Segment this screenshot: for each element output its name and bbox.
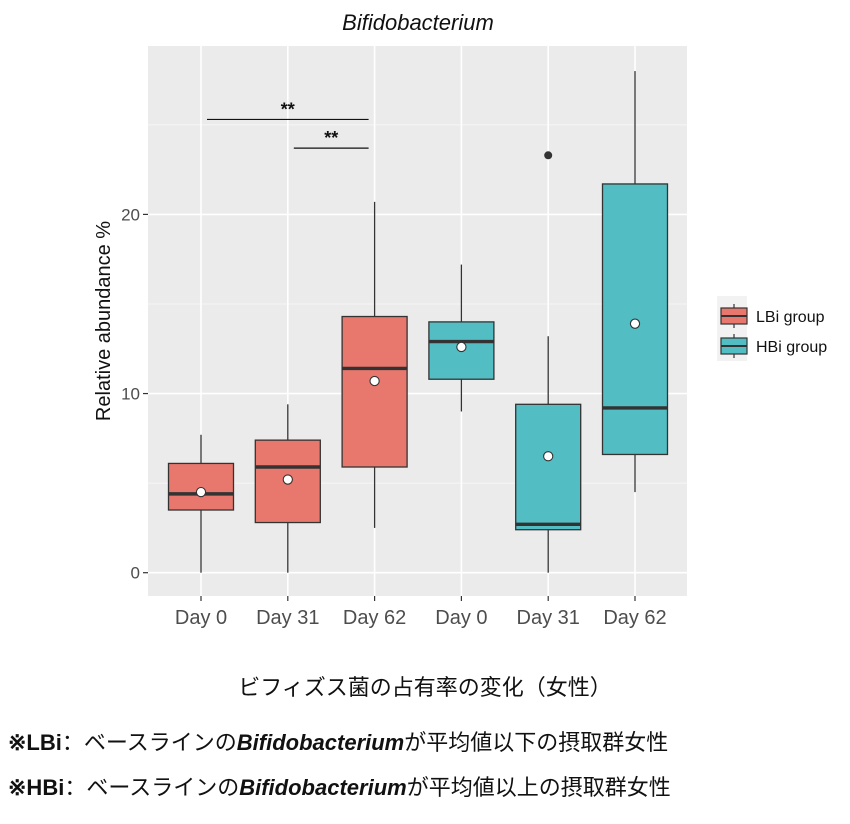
note-hbi-text-after: が平均値以上の摂取群女性 [406, 776, 671, 801]
plot-panel [148, 46, 687, 596]
box-body [167, 462, 235, 511]
box-hbi-group-3 [428, 264, 495, 412]
mean-point [195, 486, 207, 498]
mean-point [369, 375, 380, 387]
note-lbi-text-after: が平均値以下の摂取群女性 [404, 731, 669, 756]
note-hbi-text-before: ：ベースラインの [64, 776, 240, 801]
box-hbi-group-5 [601, 71, 669, 493]
note-lbi-mark: ※LBi [8, 730, 62, 755]
note-hbi-mark: ※HBi [8, 775, 65, 800]
box-hbi-group-4 [515, 151, 582, 573]
x-tick-label: Day 62 [343, 607, 406, 629]
chart-title: Bifidobacterium [342, 10, 494, 35]
box-lbi-group-2 [341, 201, 408, 528]
outlier-point [544, 151, 553, 160]
legend-label: HBi group [756, 339, 827, 356]
note-lbi-text-before: ：ベースラインの [61, 731, 237, 756]
note-lbi: ※LBi：ベースラインのBifidobacteriumが平均値以下の摂取群女性 [8, 725, 668, 757]
significance-annotations: ** ** [207, 99, 369, 149]
y-axis: 0 10 20 [121, 205, 148, 583]
x-tick-label: Day 31 [517, 607, 580, 629]
y-axis-label: Relative abundance % [93, 221, 115, 421]
note-hbi-genus: Bifidobacterium [239, 775, 407, 800]
legend-label: LBi group [756, 309, 825, 326]
box-body [515, 403, 582, 531]
mean-point [543, 451, 554, 462]
box-body [341, 315, 408, 468]
significance-label: ** [281, 99, 295, 119]
legend-item-lbi-group: LBi group [720, 304, 825, 328]
mean-point [282, 474, 293, 485]
legend-item-hbi-group: HBi group [720, 334, 827, 358]
x-axis: Day 0 Day 31 Day 62 Day 0 Day 31 Day 62 [175, 596, 667, 629]
figure-caption: ビフィズス菌の占有率の変化（女性） [238, 676, 612, 701]
x-tick-label: Day 0 [435, 607, 487, 629]
x-tick-label: Day 62 [603, 607, 666, 629]
mean-point [456, 341, 467, 353]
box-series [167, 71, 669, 573]
y-tick-label: 20 [121, 205, 140, 224]
note-lbi-genus: Bifidobacterium [236, 730, 405, 755]
mean-point [629, 318, 641, 329]
legend: LBi group HBi group [717, 296, 827, 361]
note-hbi: ※HBi：ベースラインのBifidobacteriumが平均値以上の摂取群女性 [8, 770, 671, 802]
significance-label: ** [324, 128, 338, 148]
box-lbi-group-0 [167, 434, 235, 573]
x-tick-label: Day 31 [256, 607, 319, 629]
y-tick-label: 10 [121, 385, 140, 404]
box-lbi-group-1 [254, 404, 321, 573]
y-tick-label: 0 [131, 564, 140, 583]
x-tick-label: Day 0 [175, 607, 227, 629]
